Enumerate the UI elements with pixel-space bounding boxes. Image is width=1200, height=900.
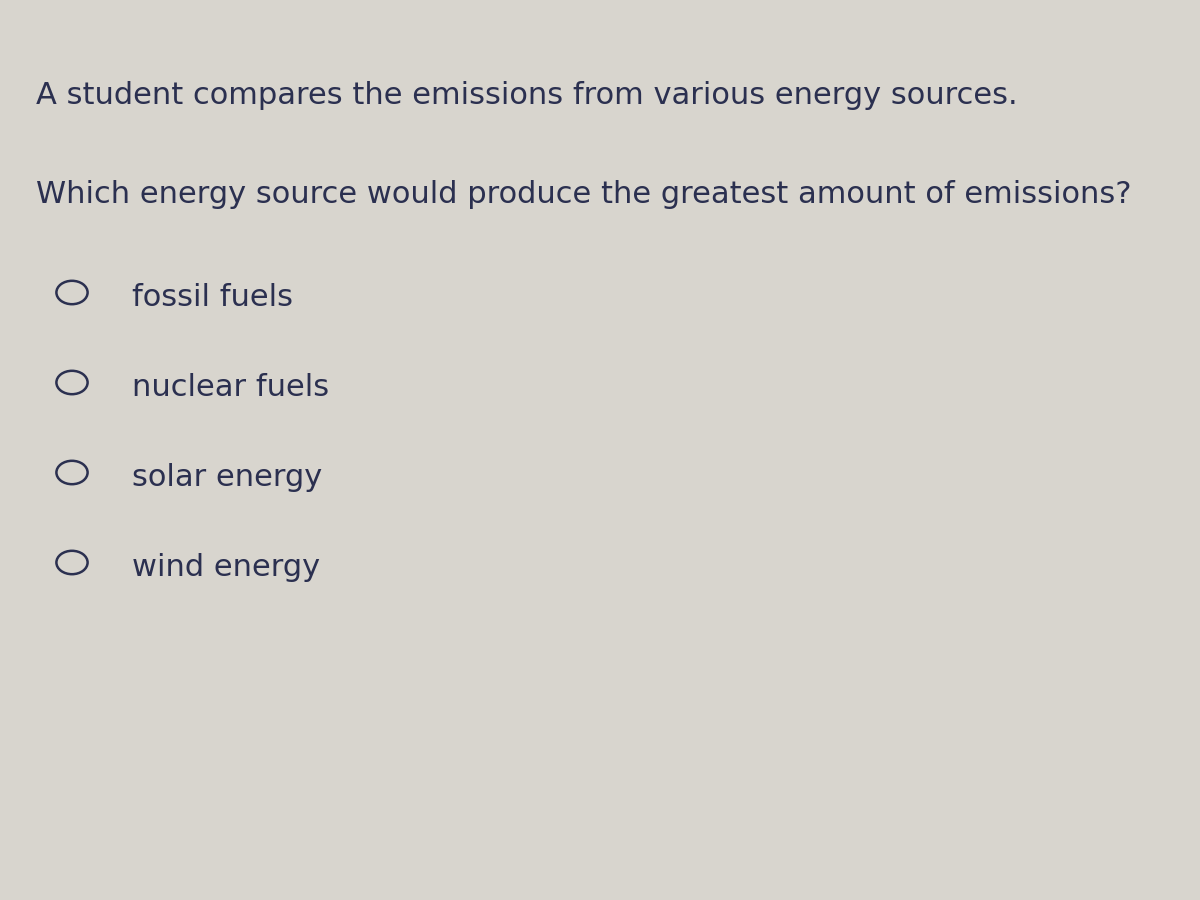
Text: Which energy source would produce the greatest amount of emissions?: Which energy source would produce the gr… [36, 180, 1132, 209]
Text: nuclear fuels: nuclear fuels [132, 373, 329, 401]
Text: A student compares the emissions from various energy sources.: A student compares the emissions from va… [36, 81, 1018, 110]
Text: solar energy: solar energy [132, 463, 323, 491]
Text: fossil fuels: fossil fuels [132, 283, 293, 311]
Text: wind energy: wind energy [132, 553, 320, 581]
